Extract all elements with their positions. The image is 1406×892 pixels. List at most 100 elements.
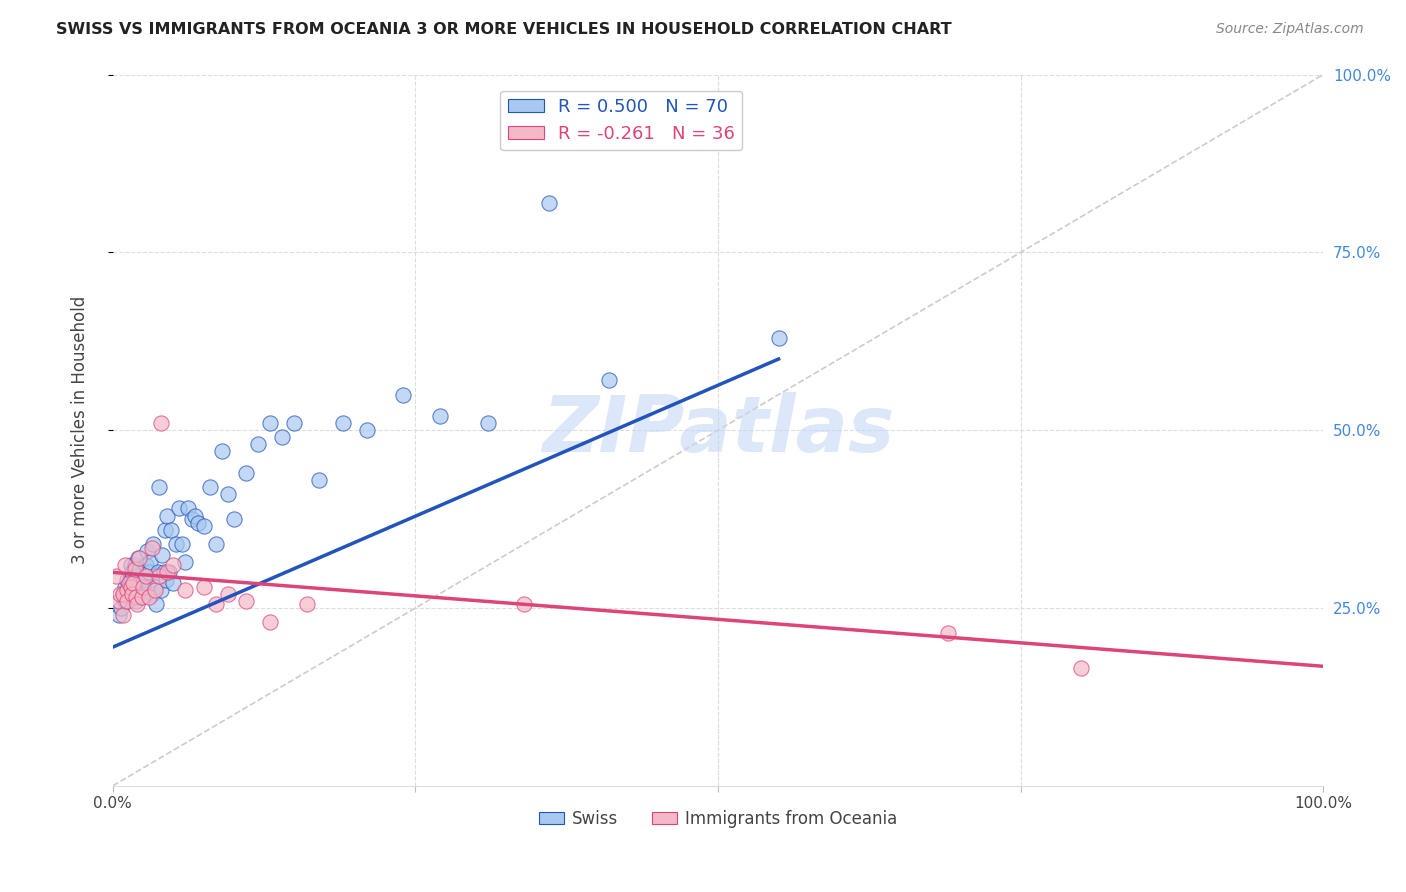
Y-axis label: 3 or more Vehicles in Household: 3 or more Vehicles in Household [72,296,89,565]
Point [148,569,170,583]
Point [124,573,146,587]
Point [125,569,148,583]
Point [142,537,165,551]
Point [111,608,134,623]
Point [128,576,150,591]
Point [150,416,173,430]
Point [117,573,139,587]
Point [122,587,145,601]
Point [110,601,132,615]
Point [138,566,160,580]
Point [193,519,215,533]
Point [108,594,131,608]
Point [111,587,134,601]
Point [132,580,155,594]
Text: SWISS VS IMMIGRANTS FROM OCEANIA 3 OR MORE VEHICLES IN HOUSEHOLD CORRELATION CHA: SWISS VS IMMIGRANTS FROM OCEANIA 3 OR MO… [56,22,952,37]
Point [170,537,193,551]
Point [211,444,233,458]
Point [259,416,281,430]
Point [124,562,146,576]
Point [235,466,257,480]
Point [143,580,166,594]
Point [152,548,174,562]
Point [332,416,354,430]
Point [121,587,143,601]
Point [356,423,378,437]
Point [150,583,173,598]
Point [132,583,155,598]
Point [135,569,157,583]
Point [117,583,139,598]
Point [128,551,150,566]
Point [121,566,143,580]
Point [143,583,166,598]
Point [145,598,167,612]
Point [105,569,128,583]
Point [114,558,136,573]
Point [768,331,790,345]
Point [156,566,179,580]
Point [135,544,157,558]
Point [169,501,191,516]
Point [146,566,169,580]
Point [217,487,239,501]
Point [162,558,184,573]
Point [247,437,270,451]
Point [180,512,202,526]
Point [138,591,160,605]
Point [283,416,305,430]
Point [222,512,245,526]
Point [162,576,184,591]
Legend: Swiss, Immigrants from Oceania: Swiss, Immigrants from Oceania [531,803,904,834]
Point [114,580,136,594]
Point [141,587,163,601]
Point [131,591,153,605]
Point [122,576,145,591]
Point [152,566,174,580]
Point [125,594,148,608]
Point [111,587,134,601]
Point [108,608,131,623]
Point [157,566,180,580]
Point [187,516,209,530]
Point [128,562,150,576]
Point [134,573,156,587]
Point [204,598,226,612]
Point [193,580,215,594]
Point [141,541,163,555]
Point [148,480,170,494]
Point [204,537,226,551]
Point [153,523,176,537]
Point [117,594,139,608]
Point [936,625,959,640]
Point [127,551,149,566]
Point [120,573,142,587]
Point [155,573,177,587]
Point [513,598,536,612]
Point [135,558,157,573]
Point [117,583,139,598]
Point [271,430,294,444]
Point [120,558,142,573]
Point [174,555,197,569]
Point [139,555,162,569]
Text: ZIPatlas: ZIPatlas [541,392,894,468]
Point [235,594,257,608]
Point [429,409,451,423]
Point [537,195,560,210]
Point [129,591,152,605]
Point [108,587,131,601]
Point [217,587,239,601]
Point [177,501,200,516]
Point [174,583,197,598]
Text: Source: ZipAtlas.com: Source: ZipAtlas.com [1216,22,1364,37]
Point [120,580,142,594]
Point [259,615,281,630]
Point [117,576,139,591]
Point [198,480,221,494]
Point [184,508,207,523]
Point [598,373,620,387]
Point [392,387,415,401]
Point [156,508,179,523]
Point [165,537,187,551]
